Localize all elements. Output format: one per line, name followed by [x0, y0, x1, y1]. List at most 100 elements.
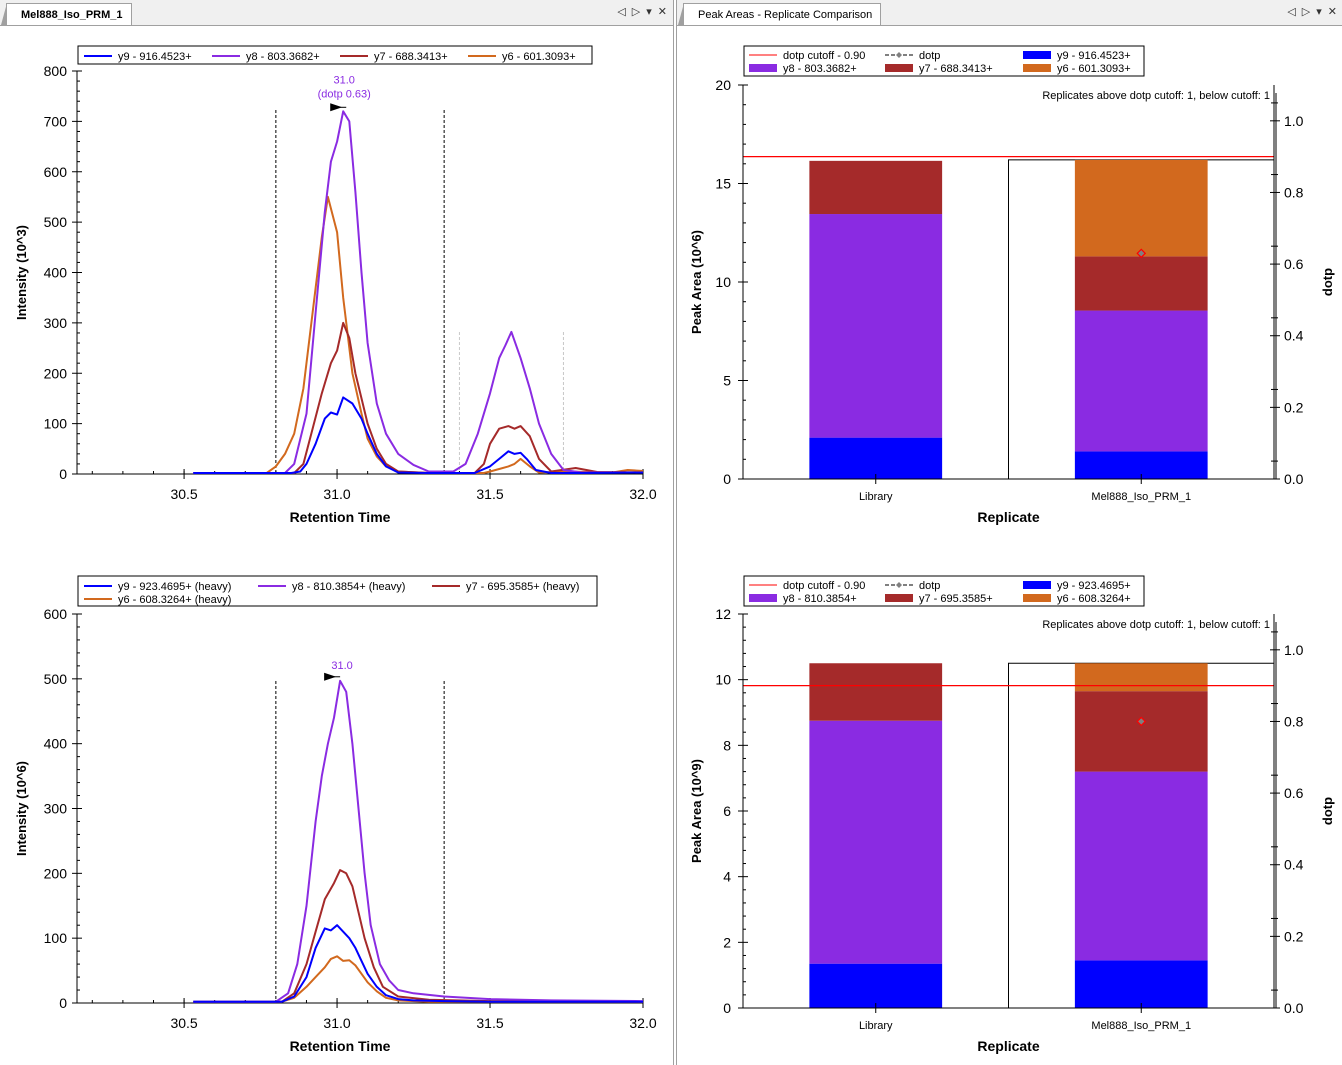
y-tick-label: 0: [59, 995, 67, 1011]
x-tick-label: Library: [859, 491, 893, 503]
legend-label: y7 - 688.3413+: [374, 51, 448, 63]
y-tick-label: 300: [44, 801, 68, 817]
bar-segment-y9: [809, 963, 943, 1008]
scroll-left-icon[interactable]: ◁: [1287, 6, 1296, 18]
y-tick-label: 5: [723, 373, 731, 389]
legend-dotp-marker: [896, 582, 902, 588]
tab-mel888-iso-prm-1[interactable]: Mel888_Iso_PRM_1: [1, 3, 132, 25]
y2-tick-label: 0.0: [1284, 1000, 1304, 1016]
series-line-y9: [193, 396, 644, 474]
scroll-left-icon[interactable]: ◁: [617, 6, 626, 18]
legend-label: y7 - 695.3585+ (heavy): [466, 581, 579, 593]
left-tabstrip: Mel888_Iso_PRM_1 ◁ ▷ ▾ ✕: [0, 0, 673, 26]
legend-label: y6 - 608.3264+: [1057, 593, 1131, 605]
y-tick-label: 10: [715, 274, 731, 290]
y-axis-title: Peak Area (10^6): [689, 230, 704, 334]
dropdown-icon[interactable]: ▾: [1316, 6, 1322, 18]
x-tick-label: 31.0: [323, 486, 350, 502]
y2-tick-label: 0.8: [1284, 713, 1304, 729]
legend-swatch-y8: [749, 64, 777, 72]
legend-swatch-y6: [1023, 64, 1051, 72]
legend-label: y6 - 601.3093+: [1057, 63, 1131, 75]
y2-tick-label: 0.2: [1284, 928, 1304, 944]
series-line-y7: [193, 321, 644, 474]
close-icon[interactable]: ✕: [1327, 6, 1337, 18]
dropdown-icon[interactable]: ▾: [646, 6, 652, 18]
legend: y9 - 916.4523+ y8 - 803.3682+ y7 - 688.341…: [77, 45, 593, 65]
x-tick-label: 32.0: [629, 1015, 656, 1031]
series-line-y8: [193, 110, 643, 474]
chromatogram-heavy-chart[interactable]: y9 - 923.4695+ (heavy) y8 - 810.3854+ (he…: [0, 556, 672, 1064]
bar-segment-y7: [1074, 691, 1208, 772]
x-axis-title: Retention Time: [290, 1038, 391, 1054]
legend: y9 - 923.4695+ (heavy) y8 - 810.3854+ (he…: [77, 575, 598, 607]
legend-dotp-marker: [896, 52, 902, 58]
legend-swatch-y7: [885, 64, 913, 72]
legend-label: y9 - 923.4695+: [1057, 580, 1131, 592]
series-line-y6: [193, 955, 643, 1003]
peak-marker-icon: [324, 672, 337, 681]
x-tick-label: 31.5: [476, 486, 503, 502]
legend-box: [77, 575, 598, 607]
legend-label: y9 - 923.4695+ (heavy): [118, 581, 231, 593]
y2-tick-label: 0.0: [1284, 471, 1304, 487]
legend-label: y8 - 803.3682+: [783, 63, 857, 75]
right-tabstrip: Peak Areas - Replicate Comparison ◁ ▷ ▾ …: [677, 0, 1342, 26]
peak-areas-light-chart[interactable]: Library Mel888_Iso_PRM_1 0 5 10 15 20 0.0 0.2 0.4…: [677, 26, 1342, 534]
left-tab-controls: ◁ ▷ ▾ ✕: [617, 5, 667, 18]
legend-label: y7 - 695.3585+: [919, 593, 993, 605]
y2-axis-title: dotp: [1320, 268, 1335, 296]
y2-tick-label: 0.4: [1284, 857, 1304, 873]
x-axis-title: Replicate: [977, 1038, 1039, 1054]
y-tick-label: 15: [715, 176, 731, 192]
legend-box: [743, 575, 1145, 607]
y-tick-label: 700: [44, 113, 68, 129]
chromatogram-light-chart[interactable]: y9 - 916.4523+ y8 - 803.3682+ y7 - 688.341…: [0, 26, 672, 534]
series-line-y8: [193, 679, 644, 1003]
x-tick-label: 31.5: [476, 1015, 503, 1031]
legend-swatch-y7: [885, 594, 913, 602]
x-tick-label: 32.0: [629, 486, 656, 502]
series-line-y7: [193, 869, 644, 1003]
y-tick-label: 0: [59, 466, 67, 482]
legend: dotp cutoff - 0.90 dotp y9 - 916.4523+ y8 -…: [743, 45, 1145, 77]
y-tick-label: 10: [715, 672, 731, 688]
cutoff-summary: Replicates above dotp cutoff: 1, below c…: [1042, 619, 1270, 631]
y-tick-label: 300: [44, 315, 68, 331]
right-tab-controls: ◁ ▷ ▾ ✕: [1287, 5, 1337, 18]
legend-label: y8 - 810.3854+ (heavy): [292, 581, 405, 593]
series-line-y6: [193, 195, 644, 474]
scroll-right-icon[interactable]: ▷: [631, 6, 641, 18]
legend-label: dotp: [919, 580, 940, 592]
cutoff-summary: Replicates above dotp cutoff: 1, below c…: [1042, 90, 1270, 102]
legend-label: dotp cutoff - 0.90: [783, 50, 865, 62]
bar-segment-y8: [809, 214, 943, 438]
close-icon[interactable]: ✕: [657, 6, 667, 18]
peak-marker-icon: [330, 103, 343, 112]
y-tick-label: 8: [723, 737, 731, 753]
peak-dotp-label: (dotp 0.63): [318, 88, 371, 100]
y-axis-title: Peak Area (10^9): [689, 759, 704, 863]
y-tick-label: 4: [723, 869, 731, 885]
bar-segment-y9: [1074, 960, 1208, 1008]
y-tick-label: 100: [44, 930, 68, 946]
legend-swatch-y9: [1023, 581, 1051, 589]
dotp-point: [1136, 716, 1147, 727]
bar-segment-y7: [809, 160, 943, 215]
y-tick-label: 600: [44, 164, 68, 180]
tab-peak-areas-replicate-comparison[interactable]: Peak Areas - Replicate Comparison: [677, 3, 882, 25]
y2-axis-title: dotp: [1320, 797, 1335, 825]
y-tick-label: 200: [44, 865, 68, 881]
y2-tick-label: 0.4: [1284, 328, 1304, 344]
peak-areas-heavy-chart[interactable]: Library Mel888_Iso_PRM_1 0 2 4 6 8 10 12 0.0 0.2 0.…: [677, 556, 1342, 1064]
legend-box: [77, 45, 593, 65]
dotp-point: [1136, 248, 1147, 259]
y2-tick-label: 0.2: [1284, 399, 1304, 415]
bar-segment-y6: [1074, 663, 1208, 692]
peak-areas-pane: Peak Areas - Replicate Comparison ◁ ▷ ▾ …: [676, 0, 1342, 1065]
bar-segment-y6: [1074, 159, 1208, 257]
legend-label: y6 - 601.3093+: [502, 51, 576, 63]
y2-tick-label: 0.6: [1284, 785, 1304, 801]
series-line-y9: [193, 924, 643, 1003]
scroll-right-icon[interactable]: ▷: [1301, 6, 1311, 18]
